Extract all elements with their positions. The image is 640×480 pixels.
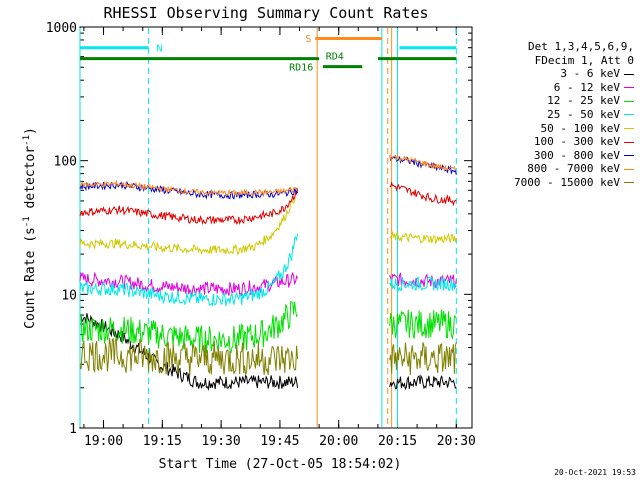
series-line-6	[79, 187, 299, 226]
series-line-5	[389, 230, 457, 246]
legend-header-1: Det 1,3,4,5,6,9,	[528, 40, 634, 53]
series-line-8	[389, 154, 457, 173]
series-line-5	[79, 187, 299, 256]
legend-entry-label: 50 - 100 keV	[540, 121, 620, 135]
y-axis-label-sup: -1	[22, 216, 32, 227]
legend-entry-label: 6 - 12 keV	[553, 80, 620, 94]
legend-entry: 100 - 300 keV	[484, 135, 634, 149]
y-axis-label-sup2: -1	[22, 135, 32, 146]
flag-label: N	[156, 44, 162, 55]
legend-swatch	[624, 87, 634, 89]
legend-swatch	[624, 182, 634, 184]
legend-swatch	[624, 114, 634, 116]
series-line-4	[389, 275, 457, 293]
plot-area: 19:00 19:15 19:30 19:45 20:00 20:15 20:30 1 10 10…	[46, 21, 476, 449]
series-line-6	[389, 181, 457, 207]
y-tick-label: 1000	[46, 21, 77, 36]
y-axis-label-end: )	[23, 127, 38, 135]
y-tick-label: 10	[61, 288, 77, 303]
legend-swatch	[624, 168, 634, 170]
y-axis-label-main: Count Rate (s	[23, 227, 38, 329]
legend-entry-label: 25 - 50 keV	[547, 107, 620, 121]
legend-entry: 25 - 50 keV	[484, 108, 634, 122]
legend-entry: 12 - 25 keV	[484, 94, 634, 108]
legend-header-2: FDecim 1, Att 0	[534, 53, 634, 67]
legend-entry-label: 100 - 300 keV	[533, 135, 620, 149]
x-tick-label: 19:15	[143, 434, 182, 449]
legend-entry: 50 - 100 keV	[484, 122, 634, 136]
x-tick-label: 20:30	[437, 434, 476, 449]
y-axis-label: Count Rate (s-1 detector-1)	[22, 127, 38, 329]
legend-entry: 6 - 12 keV	[484, 81, 634, 95]
y-axis-label-mid: detector	[23, 146, 38, 217]
legend-entry-label: 800 - 7000 keV	[527, 162, 620, 176]
y-tick-label: 100	[54, 155, 77, 170]
series-line-4	[79, 233, 299, 308]
series-line-7	[79, 180, 299, 200]
legend-series: 3 - 6 keV 6 - 12 keV 12 - 25 keV 25 - 50 ke…	[484, 67, 634, 189]
flag-label: S	[305, 34, 311, 45]
chart-title: RHESSI Observing Summary Count Rates	[103, 4, 428, 22]
series-line-3	[79, 300, 298, 354]
x-tick-label: 20:00	[319, 434, 358, 449]
series-line-7	[389, 154, 457, 175]
flag-label: RD4	[326, 52, 344, 63]
legend-swatch	[624, 141, 634, 143]
legend-entry: 7000 - 15000 keV	[484, 176, 634, 190]
series-line-3	[389, 309, 457, 340]
x-tick-label: 19:00	[84, 434, 123, 449]
legend-entry: 3 - 6 keV	[484, 67, 634, 81]
y-tick-label: 1	[69, 422, 77, 437]
legend-entry-label: 7000 - 15000 keV	[514, 175, 620, 189]
legend-swatch	[624, 73, 634, 75]
series-line-1	[389, 374, 457, 391]
legend-entry-label: 3 - 6 keV	[560, 67, 620, 81]
legend-swatch	[624, 155, 634, 157]
x-axis-label: Start Time (27-Oct-05 18:54:02)	[159, 457, 402, 472]
legend-entry-label: 300 - 800 keV	[533, 148, 620, 162]
x-tick-label: 19:30	[202, 434, 241, 449]
x-tick-label: 20:15	[378, 434, 417, 449]
legend-entry: 300 - 800 keV	[484, 149, 634, 163]
legend-entry: 800 - 7000 keV	[484, 162, 634, 176]
series-line-2	[389, 272, 457, 290]
legend-swatch	[624, 100, 634, 102]
series-line-1	[79, 313, 299, 392]
legend-swatch	[624, 128, 634, 130]
series-line-9	[389, 341, 457, 376]
series-line-8	[79, 179, 299, 197]
series-line-9	[79, 337, 299, 376]
series-line-2	[79, 271, 299, 297]
flag-label: RD16	[289, 63, 313, 74]
legend: Det 1,3,4,5,6,9, FDecim 1, Att 0 3 - 6 k…	[484, 40, 634, 190]
x-tick-label: 19:45	[260, 434, 299, 449]
legend-entry-label: 12 - 25 keV	[547, 94, 620, 108]
timestamp: 20-Oct-2021 19:53	[554, 468, 636, 477]
